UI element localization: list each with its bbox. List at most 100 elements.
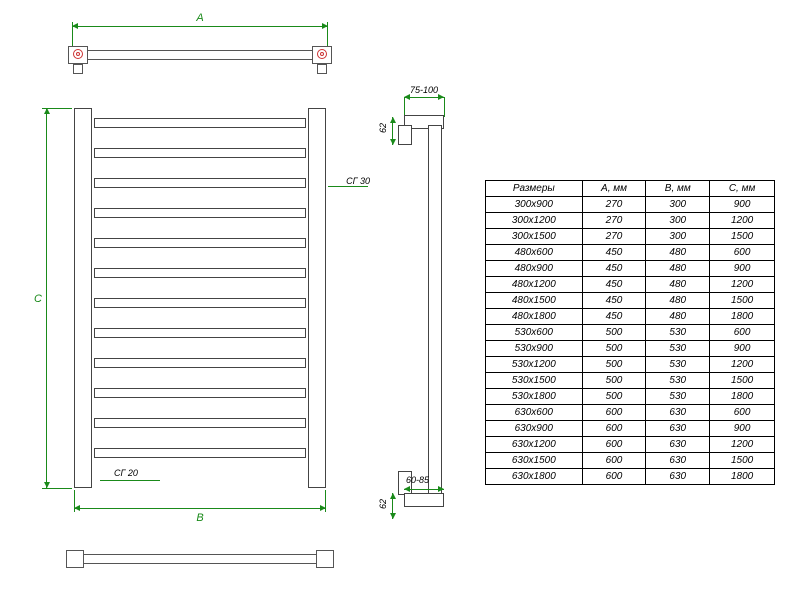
table-row: 630x12006006301200 <box>486 437 775 453</box>
table-cell: 600 <box>710 325 775 341</box>
table-cell: 600 <box>710 245 775 261</box>
table-cell: 1800 <box>710 469 775 485</box>
table-cell: 630 <box>646 437 710 453</box>
table-cell: 530x1800 <box>486 389 583 405</box>
table-cell: 1500 <box>710 229 775 245</box>
side-top-h: 62 <box>378 123 388 133</box>
dim-side-bot-h <box>392 493 404 519</box>
rung <box>94 208 306 218</box>
table-cell: 530 <box>646 341 710 357</box>
table-cell: 1200 <box>710 437 775 453</box>
rung <box>94 298 306 308</box>
table-cell: 450 <box>582 293 646 309</box>
bottom-bar <box>80 554 320 564</box>
top-foot-left <box>73 64 83 74</box>
table-cell: 1200 <box>710 213 775 229</box>
table-header: Размеры <box>486 181 583 197</box>
table-cell: 1800 <box>710 389 775 405</box>
table-row: 630x18006006301800 <box>486 469 775 485</box>
drawing-page: A C B СГ 30 СГ 20 75-100 62 <box>0 0 800 600</box>
table-row: 480x12004504801200 <box>486 277 775 293</box>
table-cell: 530x1200 <box>486 357 583 373</box>
side-top-elbow <box>398 125 412 145</box>
dim-B-label: B <box>196 512 203 524</box>
table-cell: 480x1500 <box>486 293 583 309</box>
table-cell: 530x600 <box>486 325 583 341</box>
table-row: 300x900270300900 <box>486 197 775 213</box>
table-cell: 450 <box>582 309 646 325</box>
table-cell: 300x1500 <box>486 229 583 245</box>
table-cell: 500 <box>582 357 646 373</box>
table-header: A, мм <box>582 181 646 197</box>
table-cell: 300 <box>646 197 710 213</box>
dim-side-top <box>404 97 444 109</box>
table-row: 480x900450480900 <box>486 261 775 277</box>
dim-A-label: A <box>196 12 203 24</box>
table-cell: 500 <box>582 341 646 357</box>
table-row: 480x18004504801800 <box>486 309 775 325</box>
table-cell: 480 <box>646 309 710 325</box>
table-cell: 900 <box>710 197 775 213</box>
rail-left <box>74 108 92 488</box>
table-cell: 600 <box>582 421 646 437</box>
table-cell: 600 <box>582 405 646 421</box>
table-row: 530x18005005301800 <box>486 389 775 405</box>
dim-ext <box>42 488 72 489</box>
table-cell: 480x1200 <box>486 277 583 293</box>
top-flange-left <box>68 46 88 64</box>
table-row: 530x12005005301200 <box>486 357 775 373</box>
table-cell: 600 <box>582 437 646 453</box>
table-cell: 900 <box>710 341 775 357</box>
table-cell: 600 <box>710 405 775 421</box>
table-cell: 900 <box>710 261 775 277</box>
table-cell: 900 <box>710 421 775 437</box>
table-cell: 600 <box>582 469 646 485</box>
table-cell: 300x1200 <box>486 213 583 229</box>
table-cell: 1500 <box>710 373 775 389</box>
table-cell: 630x1200 <box>486 437 583 453</box>
table-row: 630x600600630600 <box>486 405 775 421</box>
side-bot-h: 62 <box>378 499 388 509</box>
side-rail <box>428 125 442 495</box>
rung <box>94 148 306 158</box>
rung <box>94 328 306 338</box>
table-cell: 600 <box>582 453 646 469</box>
table-cell: 1500 <box>710 293 775 309</box>
table-row: 300x12002703001200 <box>486 213 775 229</box>
dim-C-label: C <box>34 293 42 305</box>
table-cell: 270 <box>582 197 646 213</box>
table-cell: 480x600 <box>486 245 583 261</box>
table-cell: 450 <box>582 245 646 261</box>
table-row: 530x15005005301500 <box>486 373 775 389</box>
table-cell: 530x1500 <box>486 373 583 389</box>
table-cell: 270 <box>582 229 646 245</box>
rail-right <box>308 108 326 488</box>
spec-table: РазмерыA, ммB, ммC, мм 300x9002703009003… <box>485 180 775 485</box>
table-cell: 530 <box>646 389 710 405</box>
table-cell: 630x1800 <box>486 469 583 485</box>
table-cell: 1800 <box>710 309 775 325</box>
table-row: 480x600450480600 <box>486 245 775 261</box>
bottom-end-left <box>66 550 84 568</box>
table-header: C, мм <box>710 181 775 197</box>
table-cell: 630 <box>646 453 710 469</box>
table-cell: 480 <box>646 277 710 293</box>
table-cell: 630x900 <box>486 421 583 437</box>
rung <box>94 388 306 398</box>
table-cell: 630x600 <box>486 405 583 421</box>
rung <box>94 418 306 428</box>
rung <box>94 178 306 188</box>
top-flange-right <box>312 46 332 64</box>
top-bar <box>82 50 318 60</box>
table-cell: 270 <box>582 213 646 229</box>
table-cell: 480x900 <box>486 261 583 277</box>
bottom-end-right <box>316 550 334 568</box>
rung <box>94 238 306 248</box>
table-cell: 300x900 <box>486 197 583 213</box>
table-cell: 630 <box>646 405 710 421</box>
table-cell: 1500 <box>710 453 775 469</box>
table-row: 530x600500530600 <box>486 325 775 341</box>
table-cell: 480 <box>646 245 710 261</box>
table-row: 530x900500530900 <box>486 341 775 357</box>
dim-C-arrow <box>46 108 58 488</box>
